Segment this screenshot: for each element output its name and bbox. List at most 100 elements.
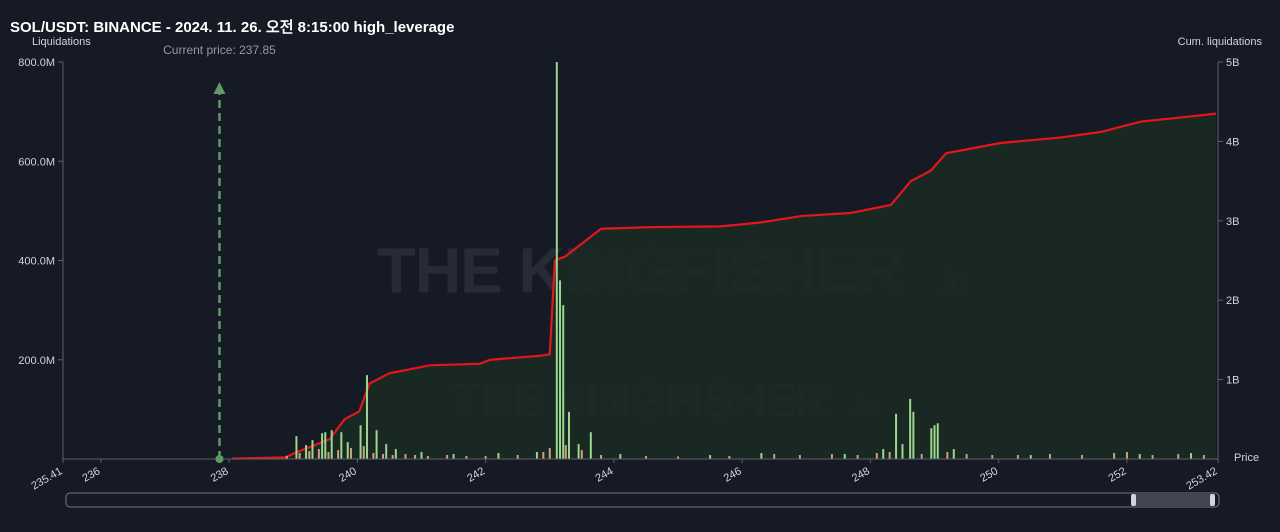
bar — [324, 432, 327, 459]
bar — [952, 449, 955, 459]
bar — [404, 454, 407, 459]
bar — [930, 428, 933, 459]
bar — [933, 425, 936, 459]
bar — [349, 448, 352, 459]
bar — [1190, 453, 1193, 459]
bar — [426, 456, 429, 459]
y-tick-label: 200.0M — [18, 355, 55, 367]
y2-tick-label: 3B — [1226, 216, 1239, 228]
bar — [946, 452, 949, 459]
bar — [311, 440, 314, 459]
bar — [991, 455, 994, 459]
bar — [394, 449, 397, 459]
bar — [1202, 455, 1205, 459]
bar — [567, 411, 570, 459]
bar — [385, 444, 388, 459]
bar — [619, 454, 622, 459]
bar — [285, 456, 288, 459]
bar — [420, 452, 423, 459]
bar — [580, 450, 583, 459]
bar — [1151, 455, 1154, 459]
bar — [798, 455, 801, 459]
area — [232, 113, 1217, 460]
current-price-dot — [215, 455, 224, 463]
bar — [965, 454, 968, 459]
bar — [1081, 455, 1084, 459]
bar — [559, 280, 562, 459]
bar — [677, 456, 680, 459]
y2-tick-label: 4B — [1226, 136, 1239, 148]
bar — [337, 450, 340, 459]
cumulative-line — [232, 112, 1217, 460]
bar — [382, 454, 385, 459]
bar — [548, 448, 551, 459]
y-tick-label: 400.0M — [18, 256, 55, 268]
scrollbar-handle[interactable] — [1131, 494, 1136, 506]
bar — [600, 455, 603, 459]
scrollbar-handle[interactable] — [1210, 494, 1215, 506]
bar — [516, 455, 519, 459]
bar — [888, 452, 891, 459]
bar — [901, 444, 904, 459]
bar — [1177, 454, 1180, 459]
x-axis-label: Price — [1234, 452, 1259, 464]
bar — [452, 454, 455, 459]
bar — [308, 451, 311, 459]
bar — [875, 453, 878, 459]
bar — [317, 449, 320, 459]
bar — [365, 375, 368, 459]
bar — [589, 432, 592, 459]
bar — [895, 413, 898, 459]
bar — [391, 455, 394, 459]
bar — [644, 456, 647, 459]
bar — [295, 436, 298, 459]
current-price-label: Current price: 237.85 — [163, 43, 276, 57]
bar — [773, 454, 776, 459]
y-axis-label: Liquidations — [32, 36, 91, 48]
bar — [340, 432, 343, 459]
y-tick-label: 600.0M — [18, 156, 55, 168]
bar — [535, 452, 538, 459]
bar — [327, 452, 330, 459]
bar — [728, 456, 731, 459]
bar — [305, 445, 308, 459]
bar — [1113, 453, 1116, 459]
bar — [446, 455, 449, 459]
bar — [1048, 454, 1051, 459]
bar — [555, 62, 558, 459]
bar — [497, 453, 500, 459]
bar — [1125, 452, 1128, 459]
bar — [709, 455, 712, 459]
bar — [1029, 455, 1032, 459]
bar — [936, 423, 939, 459]
plot — [232, 62, 1217, 460]
bar — [882, 449, 885, 459]
scrollbar-track[interactable] — [65, 492, 1220, 508]
bar — [359, 425, 362, 459]
y-tick-label: 800.0M — [18, 57, 55, 69]
y2-tick-label: 5B — [1226, 57, 1239, 69]
bar — [321, 433, 324, 459]
bar — [562, 305, 565, 459]
y2-axis-label: Cum. liquidations — [1178, 36, 1263, 48]
bar — [830, 454, 833, 459]
bar — [346, 442, 349, 459]
bar — [362, 446, 365, 459]
bar — [760, 453, 763, 459]
y2-tick-label: 2B — [1226, 295, 1239, 307]
bar — [465, 456, 468, 459]
bar — [1016, 455, 1019, 459]
bar — [912, 411, 915, 459]
bar — [298, 453, 301, 459]
current-price-arrow — [213, 82, 226, 94]
bar — [542, 452, 545, 459]
chart-title: SOL/USDT: BINANCE - 2024. 11. 26. 오전 8:1… — [10, 19, 454, 36]
y2-tick-label: 1B — [1226, 375, 1239, 387]
bar — [484, 456, 487, 459]
bar — [577, 444, 580, 459]
scrollbar-thumb[interactable] — [1132, 493, 1214, 507]
bar — [330, 430, 333, 459]
bar — [372, 453, 375, 459]
